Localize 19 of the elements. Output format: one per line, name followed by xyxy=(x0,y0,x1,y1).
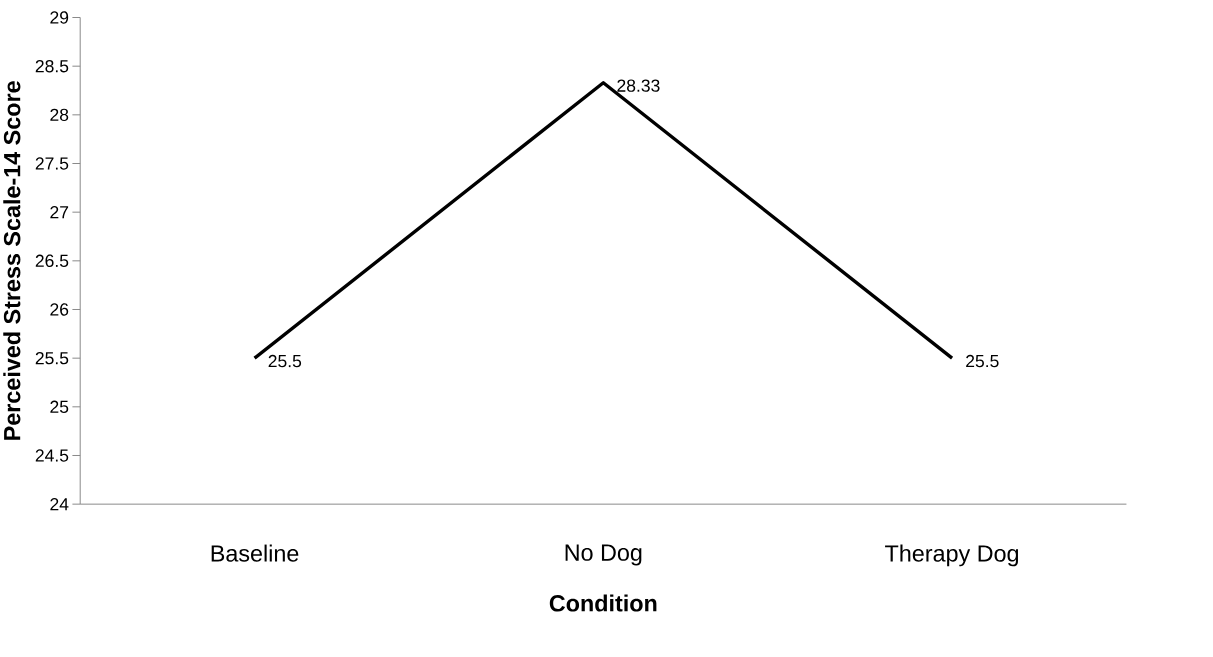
y-tick-label: 26 xyxy=(50,303,69,316)
y-tick-label: 27 xyxy=(50,206,69,219)
y-tick-label: 28.5 xyxy=(35,59,69,73)
data-label: 25.5 xyxy=(268,354,302,368)
y-tick-label: 28 xyxy=(50,108,69,122)
y-tick-label: 26.5 xyxy=(35,254,69,268)
y-tick-label: 27.5 xyxy=(35,157,69,170)
y-tick-label: 24.5 xyxy=(35,449,69,462)
x-tick-label: Therapy Dog xyxy=(885,544,1019,567)
x-tick-label: No Dog xyxy=(565,544,642,566)
y-axis-title: Perceived Stress Scale-14 Score xyxy=(3,81,21,440)
data-label: 25.5 xyxy=(966,354,999,368)
y-tick-label: 25 xyxy=(50,400,69,414)
x-tick-label: Baseline xyxy=(211,544,299,562)
y-tick-label: 29 xyxy=(50,11,69,24)
y-tick-label: 25.5 xyxy=(35,351,69,365)
x-axis-title: Condition xyxy=(549,594,657,612)
data-label: 28.33 xyxy=(617,79,660,92)
y-tick-label: 24 xyxy=(50,498,69,511)
